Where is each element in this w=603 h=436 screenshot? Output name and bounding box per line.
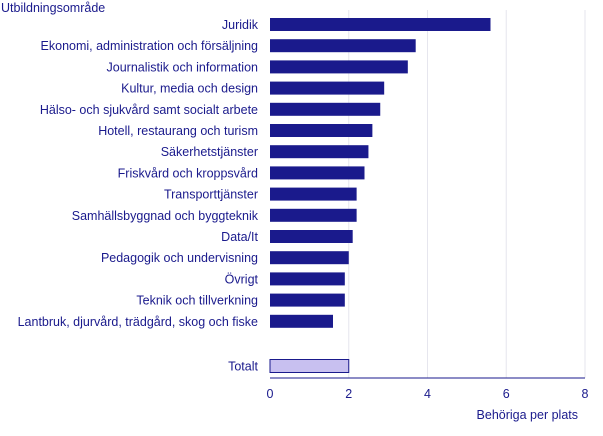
category-label: Övrigt <box>225 272 259 286</box>
category-label: Juridik <box>222 18 259 32</box>
x-axis-title: Behöriga per plats <box>477 408 578 422</box>
bar <box>270 230 353 243</box>
bar <box>270 293 345 307</box>
bar-totalt <box>269 359 350 373</box>
category-label: Kultur, media och design <box>121 82 258 96</box>
category-label: Ekonomi, administration och försäljning <box>41 39 259 53</box>
bar <box>270 39 416 53</box>
bar <box>270 124 373 137</box>
bar <box>270 187 357 201</box>
x-tick-label: 2 <box>345 387 352 401</box>
bar <box>270 60 408 74</box>
category-label: Hälso- och sjukvård samt socialt arbete <box>40 103 258 117</box>
x-tick-label: 4 <box>424 387 431 401</box>
category-label: Data/It <box>221 230 258 244</box>
category-label: Totalt <box>228 360 258 374</box>
category-label: Hotell, restaurang och turism <box>98 124 258 138</box>
bar <box>270 272 345 286</box>
category-label: Friskvård och kroppsvård <box>118 166 258 180</box>
category-label: Journalistik och information <box>107 60 259 74</box>
x-tick-label: 0 <box>267 387 274 401</box>
bar <box>270 145 369 159</box>
x-tick-label: 8 <box>582 387 589 401</box>
bar <box>270 314 333 328</box>
x-tick-labels: 0 2 4 6 8 <box>267 387 589 401</box>
category-label: Säkerhetstjänster <box>161 145 258 159</box>
category-label: Teknik och tillverkning <box>136 294 258 308</box>
category-label: Lantbruk, djurvård, trädgård, skog och f… <box>18 315 258 329</box>
bar <box>270 102 381 116</box>
x-tick-label: 6 <box>503 387 510 401</box>
bar <box>270 81 385 95</box>
category-label: Pedagogik och undervisning <box>101 251 258 265</box>
category-labels: Juridik Ekonomi, administration och försä… <box>18 18 259 374</box>
category-label: Samhällsbyggnad och byggteknik <box>72 209 259 223</box>
bars <box>269 18 491 373</box>
bar <box>270 18 491 31</box>
bar <box>270 251 349 265</box>
y-axis-title: Utbildningsområde <box>1 1 105 15</box>
category-label: Transporttjänster <box>164 188 258 202</box>
bar <box>270 166 365 180</box>
bar <box>270 208 357 222</box>
